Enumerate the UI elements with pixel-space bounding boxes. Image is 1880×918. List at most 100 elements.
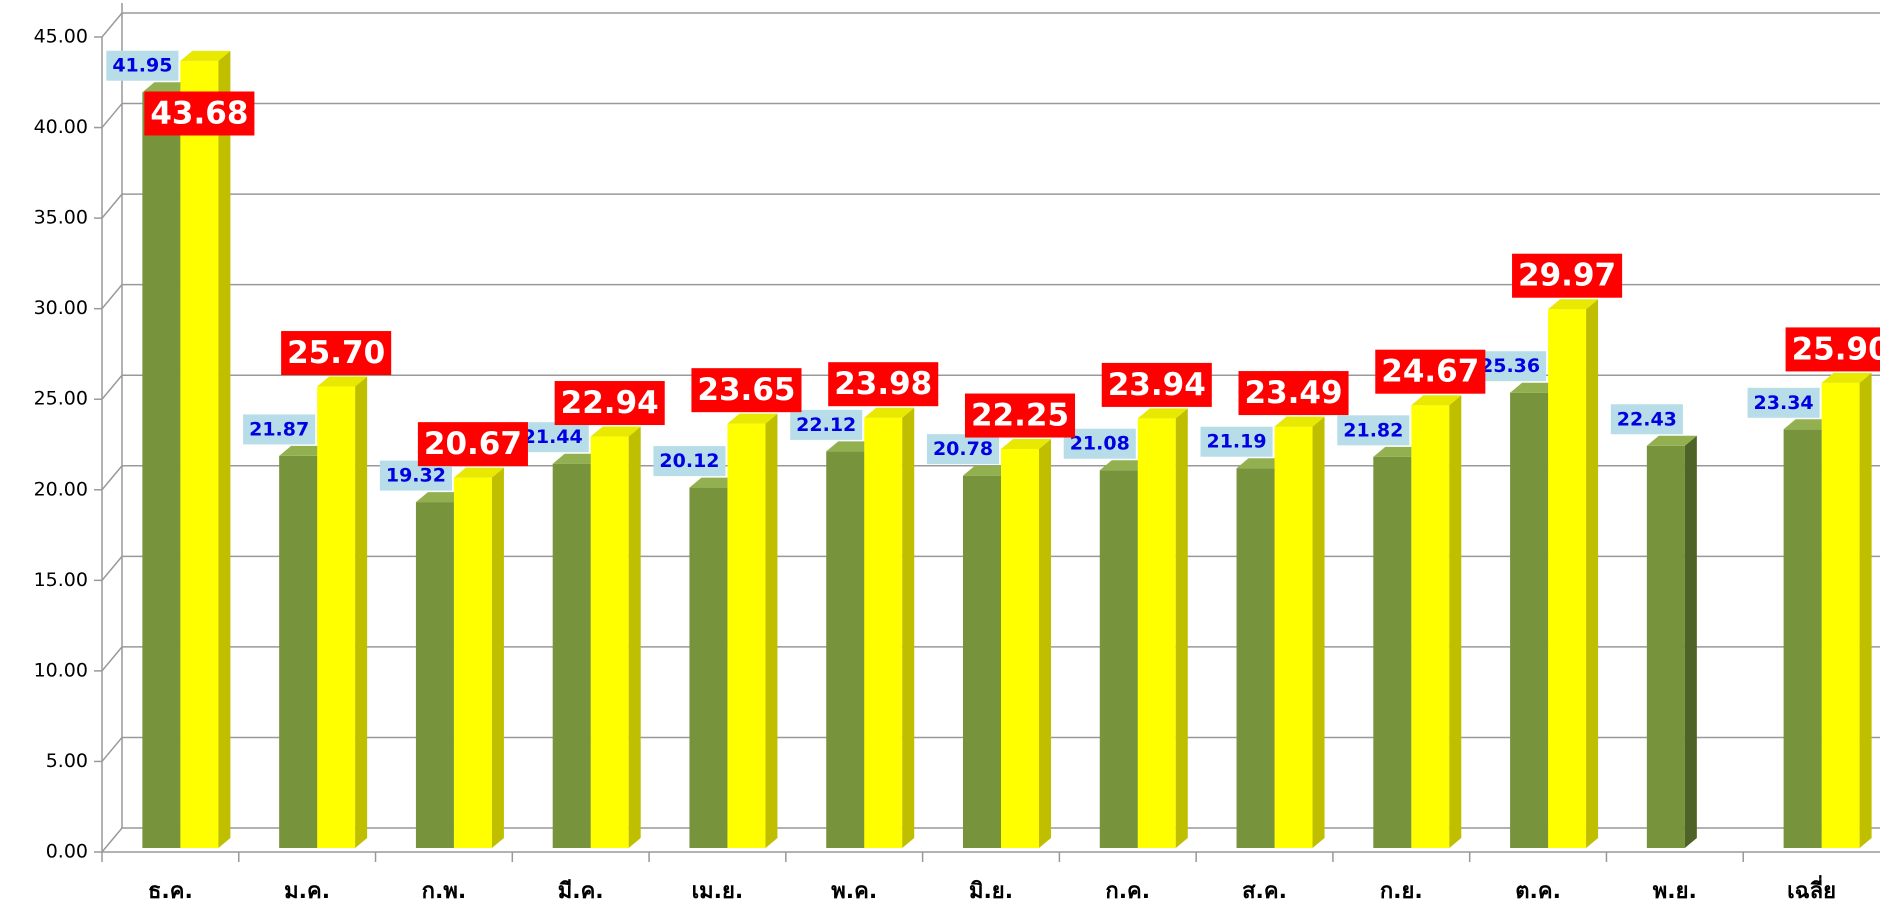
- grid-side: [101, 736, 123, 762]
- bar-top: [180, 50, 231, 61]
- data-label: 21.87: [249, 418, 309, 440]
- bar-front: [1821, 382, 1860, 848]
- bar-top: [826, 441, 877, 452]
- bar-front: [1274, 426, 1313, 848]
- bar-front: [1411, 405, 1450, 848]
- data-label: 22.25: [971, 398, 1069, 434]
- data-label-box: [144, 91, 255, 136]
- bar-side: [218, 50, 231, 848]
- data-label-group: 22.94: [554, 381, 665, 426]
- bar: [180, 50, 231, 848]
- bar-front: [1236, 468, 1275, 848]
- y-tick-label: 15.00: [34, 569, 88, 591]
- bar-front: [590, 436, 629, 848]
- bar-front: [1001, 449, 1039, 848]
- bar-front: [963, 475, 1001, 848]
- data-label-group: 22.25: [964, 393, 1076, 438]
- bar-side: [1312, 416, 1325, 848]
- bar: [1274, 416, 1325, 848]
- x-tick-label: ม.ค.: [284, 879, 330, 904]
- data-label-box: [653, 446, 726, 477]
- data-label-box: [1785, 327, 1880, 372]
- bar-top: [1411, 395, 1462, 406]
- bar: [453, 467, 504, 848]
- data-label: 23.98: [834, 366, 932, 402]
- data-label: 22.12: [796, 414, 856, 436]
- bar-front: [317, 386, 356, 848]
- grid-side: [101, 284, 123, 310]
- bar-front: [552, 463, 591, 848]
- data-label-box: [1375, 349, 1486, 394]
- bar-side: [491, 467, 504, 848]
- data-label-box: [1474, 351, 1547, 382]
- bar-top: [1274, 416, 1325, 427]
- data-label-group: 22.43: [1610, 404, 1683, 435]
- x-tick-label: เฉลี่ย: [1787, 874, 1836, 904]
- grid-side: [101, 646, 123, 672]
- x-tick-label: ก.ค.: [1105, 879, 1150, 904]
- bar: [1646, 435, 1697, 848]
- bar: [864, 407, 915, 848]
- data-label-group: 25.70: [281, 331, 392, 376]
- bar-top: [1137, 408, 1188, 419]
- bar-front: [1646, 445, 1685, 848]
- grid-side: [101, 827, 123, 853]
- bar: [1001, 439, 1051, 848]
- data-label: 20.78: [933, 438, 993, 460]
- data-label-box: [926, 434, 1000, 465]
- bar-top: [1236, 458, 1287, 469]
- bar-top: [1783, 419, 1834, 430]
- bar-front: [1548, 309, 1587, 849]
- data-label-group: 23.34: [1747, 387, 1820, 418]
- data-label: 21.44: [523, 426, 583, 448]
- bar-side: [1684, 435, 1697, 848]
- data-label-group: 24.67: [1375, 349, 1486, 394]
- bar: [1137, 408, 1188, 848]
- data-label-group: 21.19: [1200, 426, 1273, 457]
- data-label-box: [1747, 387, 1820, 418]
- y-tick-label: 35.00: [34, 207, 88, 229]
- data-label: 24.67: [1381, 354, 1479, 390]
- bar-front: [689, 487, 728, 848]
- data-label-group: 20.67: [417, 422, 528, 467]
- bar-top: [415, 492, 466, 503]
- data-label-box: [964, 393, 1076, 438]
- data-label-group: 22.12: [790, 409, 863, 440]
- bar-top: [1821, 372, 1872, 383]
- x-tick-label: พ.ค.: [831, 879, 877, 904]
- bar: [1548, 299, 1599, 849]
- data-label-group: 25.36: [1474, 351, 1547, 382]
- bar-side: [355, 376, 368, 848]
- bar-top: [1001, 439, 1051, 450]
- data-label-group: 23.49: [1238, 371, 1349, 416]
- data-label-group: 29.97: [1512, 253, 1623, 298]
- data-label-box: [1512, 253, 1623, 298]
- bar: [727, 413, 778, 848]
- data-label-group: 20.12: [653, 446, 726, 477]
- data-label: 21.82: [1343, 419, 1403, 441]
- y-tick-label: 40.00: [34, 116, 88, 138]
- data-label: 25.36: [1480, 355, 1540, 377]
- data-label: 25.90: [1792, 331, 1880, 367]
- data-label-group: 20.78: [926, 434, 1000, 465]
- data-label-group: 23.98: [828, 362, 939, 407]
- y-tick-label: 25.00: [34, 388, 88, 410]
- x-tick-label: ก.ย.: [1380, 879, 1423, 904]
- data-label-group: 23.65: [691, 368, 802, 413]
- data-label-group: 21.08: [1063, 428, 1136, 459]
- data-label-box: [1610, 404, 1683, 435]
- bar-front: [453, 477, 492, 848]
- data-label: 19.32: [386, 465, 446, 487]
- data-label: 29.97: [1518, 258, 1616, 294]
- bar-side: [902, 407, 915, 848]
- bar-top: [1099, 460, 1150, 471]
- bar-front: [415, 502, 454, 848]
- data-label-box: [281, 331, 392, 376]
- bar-top: [864, 407, 915, 418]
- x-tick-label: มิ.ย.: [969, 879, 1013, 904]
- bar-top: [1373, 446, 1424, 457]
- x-tick-label: ต.ค.: [1515, 879, 1561, 904]
- bar-front: [1510, 392, 1549, 848]
- x-tick-label: ส.ค.: [1242, 879, 1287, 904]
